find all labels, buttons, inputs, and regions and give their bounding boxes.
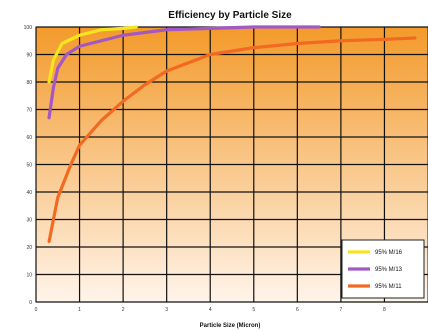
legend-label-1: 95% M/13 [375,267,403,273]
y-tick-label: 70 [26,108,32,114]
series-line-0 [47,25,138,84]
y-tick-label: 20 [26,245,32,251]
y-tick-label: 50 [26,163,32,169]
y-tick-label: 80 [26,80,32,86]
series-line-1 [47,25,321,120]
x-tick-label: 5 [252,307,255,313]
y-tick-label: 0 [29,300,32,306]
x-tick-label: 1 [78,307,81,313]
series-line-2 [47,36,417,244]
x-tick-label: 4 [209,307,212,313]
x-tick-label: 7 [339,307,342,313]
x-tick-label: 0 [35,307,38,313]
chart-title: Efficiency by Particle Size [168,10,292,21]
x-axis-label: Particle Size (Micron) [200,323,261,329]
y-tick-label: 30 [26,218,32,224]
y-tick-label: 60 [26,135,32,141]
legend-label-2: 95% M/11 [375,284,402,290]
x-tick-label: 2 [122,307,125,313]
y-tick-label: 40 [26,190,32,196]
x-tick-label: 6 [296,307,299,313]
legend-label-0: 95% M/16 [375,250,403,256]
y-tick-label: 10 [26,273,32,279]
y-tick-label: 90 [26,53,32,59]
y-tick-label: 100 [24,25,33,31]
x-tick-label: 3 [165,307,168,313]
x-tick-label: 8 [383,307,386,313]
